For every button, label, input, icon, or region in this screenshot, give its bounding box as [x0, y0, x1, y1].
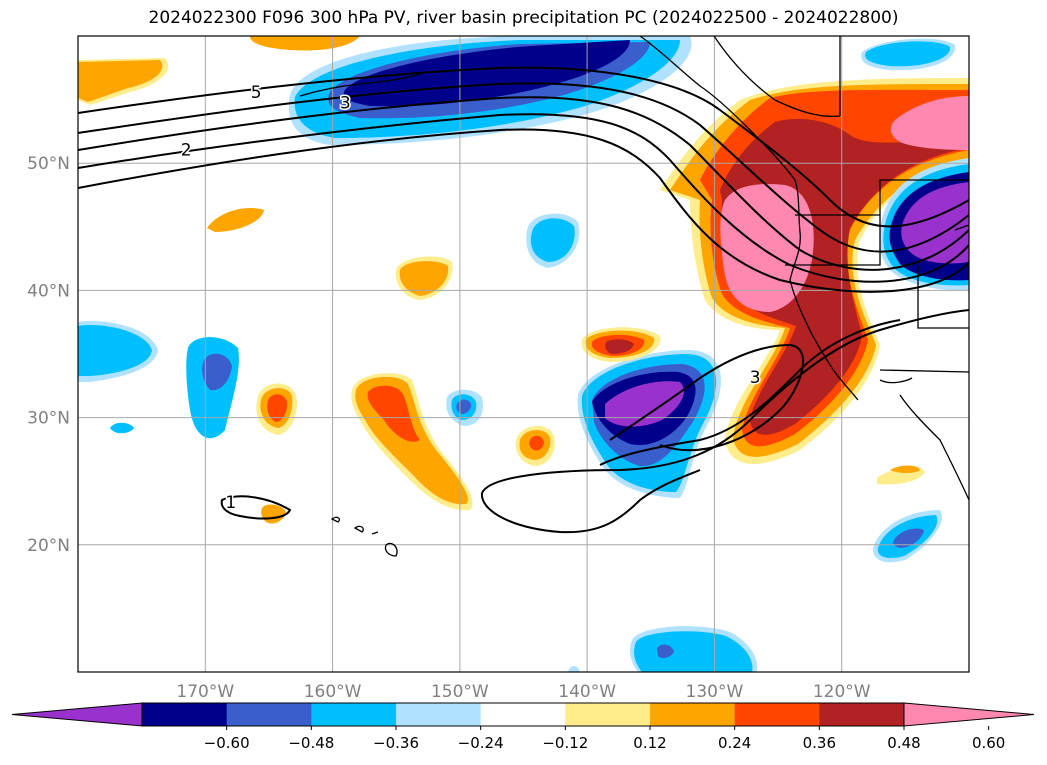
- colorbar-tick-label: −0.24: [458, 734, 504, 752]
- colorbar-extend-low: [11, 702, 143, 727]
- coastlines: [299, 36, 969, 557]
- colorbar-tick-label: −0.12: [542, 734, 588, 752]
- colorbar-swatch: [311, 703, 397, 726]
- contour-label: 1: [225, 493, 236, 513]
- latitude-tick-label: 30°N: [27, 409, 70, 429]
- colorbar-tick-label: 0.24: [718, 734, 751, 752]
- colorbar-swatch: [819, 703, 905, 726]
- colorbar-swatch: [480, 703, 566, 726]
- latitude-tick-label: 20°N: [27, 536, 70, 556]
- colorbar-tick-label: 0.12: [633, 734, 666, 752]
- colorbar: −0.60 −0.48 −0.36 −0.24 −0.12 0.12 0.24 0.36 0.4…: [11, 702, 1035, 752]
- colorbar-swatch: [396, 703, 482, 726]
- longitude-tick-label: 160°W: [304, 682, 362, 702]
- colorbar-tick-label: 0.48: [887, 734, 920, 752]
- contour-label: 2: [181, 140, 192, 160]
- colorbar-tick-label: −0.48: [288, 734, 334, 752]
- latitude-tick-labels: 50°N 40°N 30°N 20°N: [27, 154, 70, 556]
- negative-anomaly-intermountain: [879, 158, 969, 291]
- contour-label: 3: [340, 93, 351, 113]
- colorbar-tick-label: 0.60: [972, 734, 1005, 752]
- colorbar-tick-label: 0.36: [803, 734, 836, 752]
- negative-anomaly-north-pacific: [288, 36, 692, 145]
- map-title: 2024022300 F096 300 hPa PV, river basin …: [148, 8, 899, 28]
- longitude-tick-label: 170°W: [176, 682, 234, 702]
- map-panel: 5 3 2 3 1: [78, 36, 969, 672]
- longitude-tick-label: 150°W: [431, 682, 489, 702]
- colorbar-swatch: [734, 703, 820, 726]
- longitude-tick-label: 130°W: [686, 682, 744, 702]
- colorbar-swatch: [565, 703, 651, 726]
- colorbar-swatch: [650, 703, 736, 726]
- longitude-tick-label: 140°W: [558, 682, 616, 702]
- negative-anomaly-subtropical: [577, 350, 722, 498]
- longitude-tick-label: 120°W: [813, 682, 871, 702]
- pv-contours: [78, 66, 969, 534]
- contour-labels: 5 3 2 3 1: [179, 82, 762, 515]
- latitude-tick-label: 40°N: [27, 281, 70, 301]
- colorbar-frame: [141, 702, 905, 727]
- positive-anomaly-west-coast: [660, 78, 969, 464]
- colorbar-tick-label: −0.36: [373, 734, 419, 752]
- map-frame: [77, 35, 970, 673]
- colorbar-swatch: [226, 703, 312, 726]
- latitude-tick-label: 50°N: [27, 154, 70, 174]
- colorbar-tick-label: −0.60: [204, 734, 250, 752]
- longitude-tick-labels: 170°W 160°W 150°W 140°W 130°W 120°W: [176, 682, 870, 702]
- contour-label: 5: [251, 83, 262, 103]
- colorbar-swatch: [142, 703, 228, 726]
- graticule: [78, 36, 969, 672]
- colorbar-extend-high: [903, 702, 1035, 727]
- contour-label: 3: [750, 368, 761, 388]
